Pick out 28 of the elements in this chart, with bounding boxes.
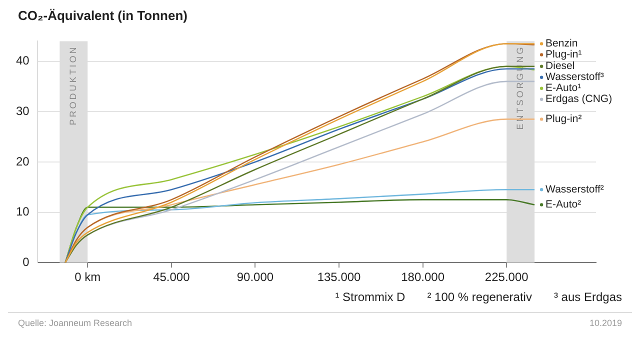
text: ¹ Strommix D	[335, 290, 406, 304]
legend-label: Erdgas (CNG)	[546, 93, 612, 106]
x-tick-label: 135.000	[317, 270, 362, 284]
x-tick-label: 0 km	[74, 270, 101, 284]
legend-label: E-Auto¹	[546, 82, 582, 94]
y-tick-label: 30	[16, 104, 30, 118]
legend-label: Plug-in¹	[546, 48, 582, 61]
legend-label: Benzin	[546, 38, 578, 50]
chart-title: CO₂-Äquivalent (in Tonnen)	[18, 8, 188, 25]
band-label: PRODUKTION	[68, 45, 78, 126]
legend-label: Wasserstoff³	[546, 71, 604, 84]
legend-label: Wasserstoff²	[546, 184, 604, 196]
x-tick-label: 45.000	[153, 270, 190, 284]
y-tick-label: 40	[16, 54, 30, 68]
legend-label: Plug-in²	[546, 113, 582, 126]
y-tick-label: 20	[16, 154, 30, 168]
y-tick-label: 10	[16, 204, 30, 219]
x-tick-label: 90.000	[236, 270, 274, 284]
legend-label: Diesel	[546, 60, 575, 72]
x-tick-label: 180.000	[401, 270, 445, 284]
x-tick-label: 225.000	[484, 270, 529, 284]
text: ³ aus Erdgas	[554, 290, 622, 304]
text: 10.2019	[589, 318, 622, 328]
source-note: Quelle: Joanneum Research	[18, 318, 132, 328]
text: ² 100 % regenerativ	[427, 290, 532, 304]
legend-label: E-Auto²	[546, 198, 582, 211]
band-label: ENTSORGUNG	[515, 45, 526, 130]
y-tick-label: 0	[22, 254, 30, 269]
